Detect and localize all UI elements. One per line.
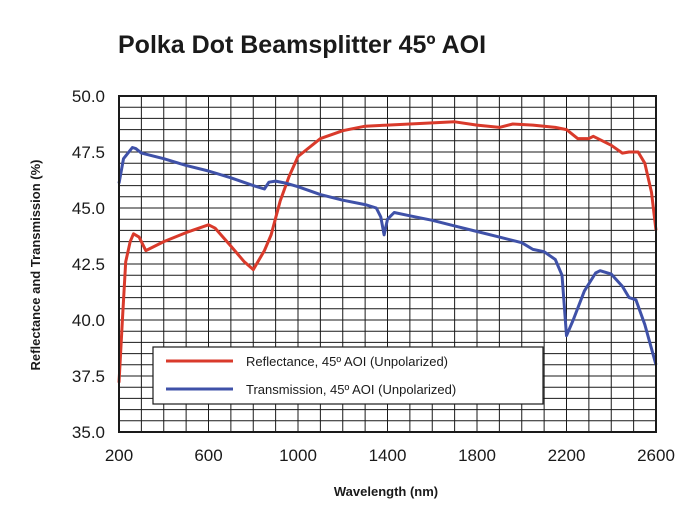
y-tick-label: 42.5 bbox=[72, 255, 105, 274]
x-tick-label: 1400 bbox=[369, 446, 407, 465]
legend-label-transmission: Transmission, 45º AOI (Unpolarized) bbox=[246, 382, 456, 397]
x-tick-label: 2600 bbox=[637, 446, 675, 465]
x-axis-label: Wavelength (nm) bbox=[334, 484, 438, 499]
x-tick-label: 2200 bbox=[548, 446, 586, 465]
series-layer bbox=[117, 120, 658, 383]
chart-title: Polka Dot Beamsplitter 45º AOI bbox=[118, 31, 486, 59]
x-tick-label: 1800 bbox=[458, 446, 496, 465]
y-tick-label: 37.5 bbox=[72, 367, 105, 386]
tick-labels: 200 600 1000 1400 1800 2200 2600 35.0 37.5 40.0 42… bbox=[72, 87, 675, 465]
y-tick-label: 40.0 bbox=[72, 311, 105, 330]
y-tick-label: 47.5 bbox=[72, 143, 105, 162]
y-tick-label: 50.0 bbox=[72, 87, 105, 106]
x-tick-label: 200 bbox=[105, 446, 133, 465]
y-tick-label: 45.0 bbox=[72, 199, 105, 218]
x-tick-label: 600 bbox=[194, 446, 222, 465]
transmission-line bbox=[117, 146, 658, 366]
y-axis-label: Reflectance and Transmission (%) bbox=[28, 160, 43, 371]
legend-label-reflectance: Reflectance, 45º AOI (Unpolarized) bbox=[246, 354, 448, 369]
x-tick-label: 1000 bbox=[279, 446, 317, 465]
reflectance-line bbox=[117, 120, 658, 383]
plot-frame bbox=[118, 95, 657, 433]
y-tick-label: 35.0 bbox=[72, 423, 105, 442]
legend-box bbox=[152, 346, 544, 405]
legend: Reflectance, 45º AOI (Unpolarized) Trans… bbox=[152, 346, 544, 405]
